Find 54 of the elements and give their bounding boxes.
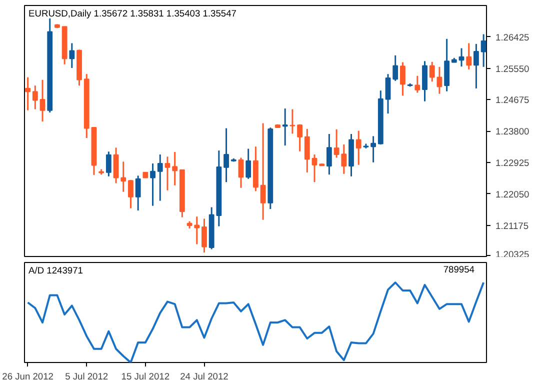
y-tick-label: 1.22050 xyxy=(496,189,530,200)
candlestick xyxy=(290,108,296,134)
candlestick xyxy=(414,75,420,94)
y-tick-label: 1.25550 xyxy=(496,64,530,74)
candlestick xyxy=(436,66,442,95)
candlestick xyxy=(113,146,119,184)
y-tick-label: 1.23800 xyxy=(496,126,530,137)
candlestick xyxy=(246,148,252,180)
candlestick xyxy=(429,61,435,82)
candlestick xyxy=(356,130,362,166)
candlestick xyxy=(304,128,310,174)
text: 789954 xyxy=(443,264,475,274)
candlestick xyxy=(164,156,170,192)
candlestick xyxy=(312,154,318,183)
candlestick xyxy=(172,151,178,186)
chart-title: EURUSD,Daily 1.35672 1.35831 1.35403 1.35547 xyxy=(28,8,236,18)
candlestick xyxy=(40,79,46,122)
candlestick xyxy=(297,124,302,152)
candlestick xyxy=(400,61,406,96)
candlestick xyxy=(341,144,347,175)
candlestick xyxy=(466,42,472,70)
candlestick xyxy=(334,128,340,158)
candlestick xyxy=(260,122,266,221)
candlestick xyxy=(458,47,464,68)
candlestick xyxy=(392,54,398,82)
y-tick-label: 1.21175 xyxy=(496,220,529,231)
candlestick xyxy=(157,154,163,202)
candlestick xyxy=(370,135,376,164)
candlestick xyxy=(69,42,75,69)
x-tick-label: 5 Jul 2012 xyxy=(65,372,108,382)
candlestick xyxy=(238,156,244,189)
candlestick xyxy=(194,216,200,245)
x-tick-label: 26 Jun 2012 xyxy=(2,372,54,382)
candlestick xyxy=(128,179,134,210)
candlestick xyxy=(282,108,288,146)
candlestick xyxy=(150,162,156,207)
candlestick xyxy=(25,76,31,112)
candlestick xyxy=(385,73,391,114)
candlestick xyxy=(32,84,38,110)
candlestick xyxy=(480,33,486,68)
candlestick xyxy=(120,160,126,193)
x-tick-label: 15 Jul 2012 xyxy=(121,372,170,382)
x-tick-label: 24 Jul 2012 xyxy=(180,372,228,382)
candlestick xyxy=(135,174,141,212)
candlestick xyxy=(106,150,112,178)
y-tick-label: 1.22925 xyxy=(496,158,530,168)
chart-title: A/D 1243971 xyxy=(28,266,83,276)
candlestick xyxy=(326,133,332,176)
y-tick-label: 1.24675 xyxy=(496,95,530,106)
candlestick xyxy=(422,60,428,102)
y-tick-label: 1.26425 xyxy=(496,32,530,42)
candlestick xyxy=(202,218,207,254)
candlestick xyxy=(474,43,479,90)
candlestick xyxy=(224,128,229,183)
